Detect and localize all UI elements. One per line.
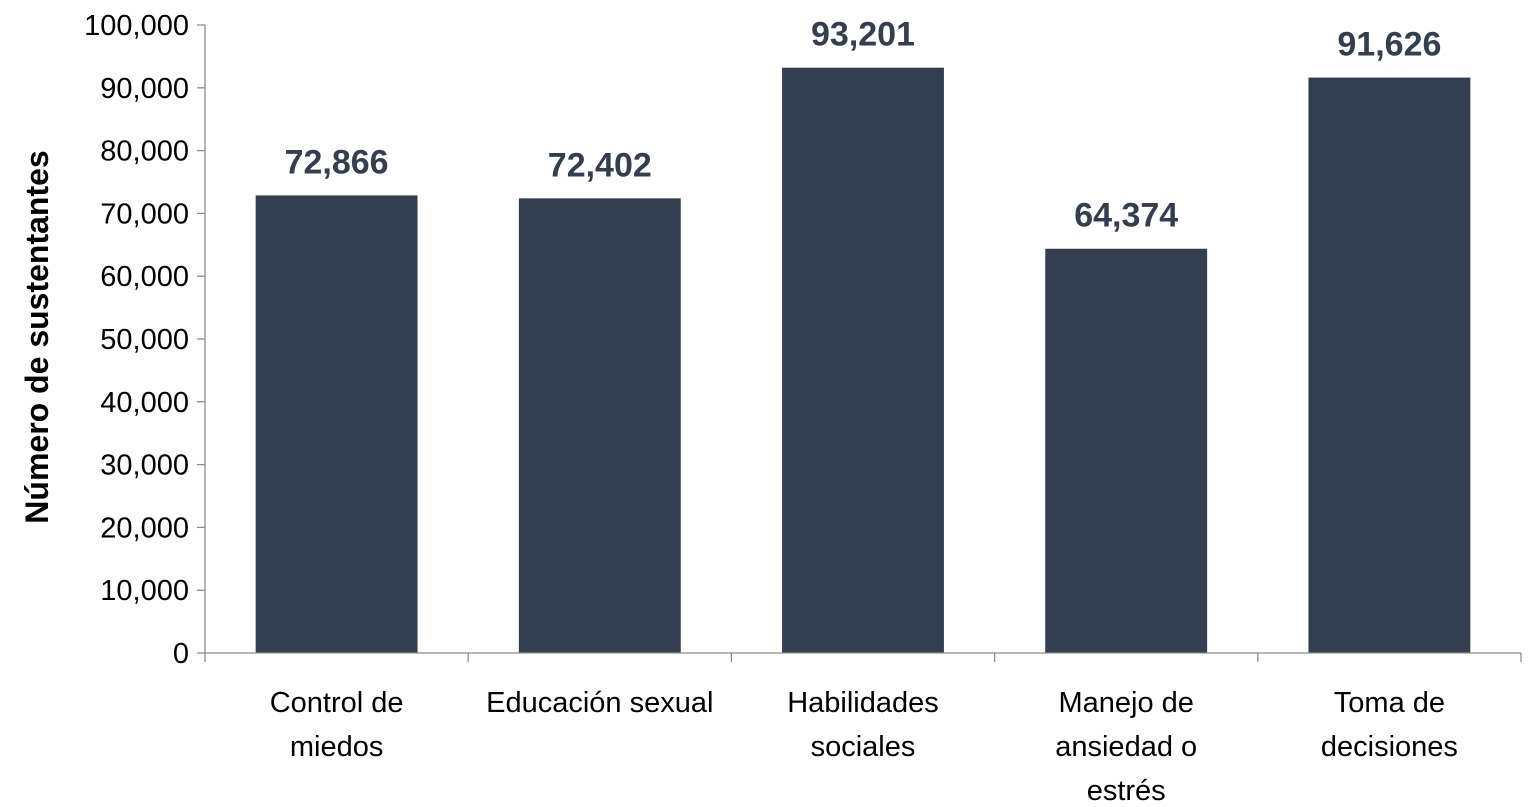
category-label-line: decisiones <box>1321 731 1458 763</box>
bar <box>518 198 681 654</box>
y-tick-label: 0 <box>173 638 189 670</box>
data-label: 91,626 <box>1337 26 1441 64</box>
y-tick-label: 30,000 <box>100 450 189 482</box>
category-label-line: miedos <box>290 731 384 763</box>
y-axis-ticks: 0 10,000 20,000 30,000 40,000 50,000 60,000 70,… <box>84 10 205 670</box>
category-label-line: sociales <box>811 731 916 763</box>
y-tick-label: 90,000 <box>100 73 189 105</box>
bar <box>255 195 418 653</box>
data-label: 72,402 <box>548 146 652 184</box>
y-tick-label: 60,000 <box>100 261 189 293</box>
data-label: 64,374 <box>1074 197 1178 235</box>
category-label: Control de miedos <box>270 687 404 763</box>
category-labels: Control de miedos Educación sexual Habilida… <box>270 687 1458 807</box>
y-tick-label: 100,000 <box>84 10 189 42</box>
y-tick-label: 50,000 <box>100 324 189 356</box>
category-label-line: ansiedad o <box>1055 731 1197 763</box>
category-label-line: Toma de <box>1334 687 1445 719</box>
y-axis-title-group: Número de sustentantes <box>19 150 55 523</box>
category-label-line: Control de <box>270 687 404 719</box>
category-label: Toma de decisiones <box>1321 687 1458 763</box>
category-label: Manejo de ansiedad o estrés <box>1055 687 1197 807</box>
y-tick-label: 40,000 <box>100 387 189 419</box>
data-label: 93,201 <box>811 16 915 54</box>
bars <box>255 67 1471 654</box>
category-label-line: Educación sexual <box>486 687 713 719</box>
category-label: Educación sexual <box>486 687 713 719</box>
y-axis-title: Número de sustentantes <box>19 150 55 523</box>
category-label: Habilidades sociales <box>787 687 939 763</box>
y-tick-label: 10,000 <box>100 575 189 607</box>
category-label-line: Habilidades <box>787 687 939 719</box>
bar <box>1308 77 1471 653</box>
category-label-line: Manejo de <box>1058 687 1193 719</box>
y-tick-label: 80,000 <box>100 136 189 168</box>
category-label-line: estrés <box>1087 775 1166 807</box>
data-label: 72,866 <box>285 143 389 181</box>
y-tick-label: 20,000 <box>100 512 189 544</box>
data-labels: 72,866 72,402 93,201 64,374 91,626 <box>285 16 1442 235</box>
bar <box>1045 248 1208 654</box>
y-tick-label: 70,000 <box>100 198 189 230</box>
x-axis-ticks <box>204 653 1522 662</box>
bar <box>782 67 944 653</box>
